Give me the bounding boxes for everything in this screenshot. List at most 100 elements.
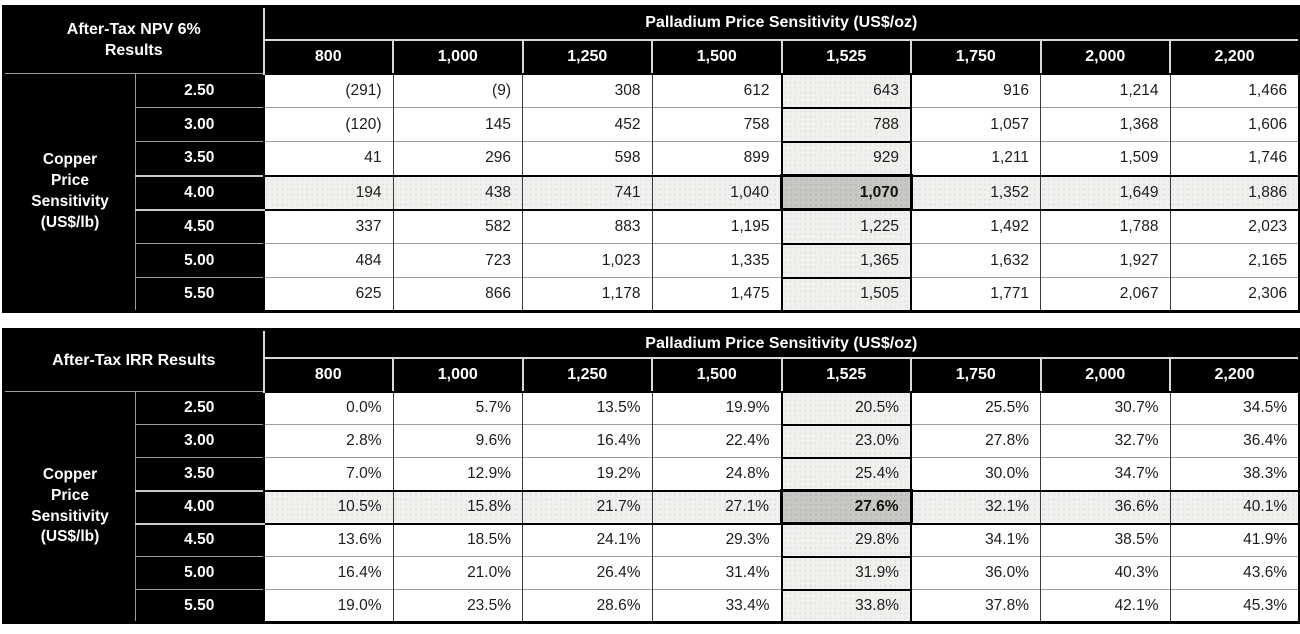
data-cell: 145 [392,107,523,142]
data-cell: 38.5% [1040,523,1171,557]
price-column-header-1500: 1,500 [651,39,782,75]
row-group-header: Copper Price Sensitivity (US$/lb) [3,73,136,312]
data-cell: 2,165 [1169,243,1300,278]
highlight-column-cell: 33.8% [780,588,913,624]
data-cell: (120) [262,107,393,142]
data-cell: (291) [262,73,393,108]
highlight-column-cell: 25.4% [780,456,913,492]
table-row: 4.50 337 582 883 1,195 1,225 1,492 1,788 2,023 [4,208,1300,245]
highlight-column-cell: 23.0% [780,423,913,459]
data-cell: 1,214 [1040,73,1170,108]
highlight-row-cell: 15.8% [392,489,523,525]
data-cell: 24.8% [651,457,782,491]
table-title-line: Results [104,41,163,59]
data-cell: 1,368 [1040,107,1170,142]
highlight-column-cell: 1,505 [780,276,912,313]
data-cell: 31.4% [651,556,782,590]
highlight-row-cell: 32.1% [910,489,1041,525]
data-cell: 13.5% [522,391,653,425]
data-cell: 16.4% [522,424,653,458]
highlight-row-cell: 40.1% [1169,489,1300,525]
table-row: 5.50 625 866 1,178 1,475 1,505 1,771 2,067 2,306 [4,276,1300,313]
row-value-label: 3.00 [135,107,264,142]
highlight-row-cell: 1,649 [1040,174,1170,211]
data-cell: 1,606 [1169,107,1300,142]
data-cell: 29.3% [651,523,782,557]
table-row: Copper Price Sensitivity (US$/lb) 2.50 0.0% 5.… [3,390,1300,623]
data-cell: 1,492 [910,209,1041,244]
data-cell: 899 [651,141,782,176]
data-cell: 43.6% [1169,556,1300,590]
price-column-header-1750: 1,750 [910,357,1041,393]
after-tax-npv-table: After-Tax NPV 6% Results Palladium Price S… [2,5,1300,313]
row-value-label: 4.50 [135,523,264,557]
intersection-cell: 27.6% [780,489,913,525]
data-cell: 42.1% [1040,589,1171,623]
data-cell: 2,023 [1169,209,1300,244]
data-cell: 0.0% [262,391,394,425]
data-cell: 25.5% [910,391,1041,425]
highlight-column-cell: 1,225 [780,208,912,245]
price-column-header-2200: 2,200 [1169,39,1300,75]
data-cell: 7.0% [262,457,394,491]
data-cell: 1,746 [1169,141,1300,176]
table-title-line: After-Tax NPV 6% [66,20,201,38]
highlight-column-cell: 929 [780,140,912,177]
highlight-row-cell: 741 [522,174,652,211]
data-cell: 296 [392,141,523,176]
data-cell: 612 [651,73,782,108]
price-column-header-2200: 2,200 [1169,357,1300,393]
highlight-column-cell: 1,365 [780,242,912,279]
data-cell: 32.7% [1040,424,1171,458]
row-group-header-line: (US$/lb) [40,213,100,231]
row-group-header: Copper Price Sensitivity (US$/lb) [3,391,136,623]
price-column-header-1750: 1,750 [910,39,1041,75]
data-cell: 36.4% [1169,424,1300,458]
data-cell: 484 [262,243,393,278]
highlight-column-cell: 788 [780,106,912,143]
data-cell: 24.1% [522,523,653,557]
table-title-line: After-Tax IRR Results [52,351,216,369]
data-cell: 1,475 [651,277,782,312]
row-value-label: 3.00 [135,424,264,458]
price-column-header-1000: 1,000 [392,357,523,393]
row-group-header-line: (US$/lb) [40,528,100,546]
data-cell: 34.7% [1040,457,1171,491]
data-cell: 41 [262,141,393,176]
row-group-header-line: Price [51,172,89,190]
data-cell: 40.3% [1040,556,1171,590]
data-cell: 1,771 [910,277,1041,312]
data-cell: 452 [522,107,652,142]
price-column-header-1000: 1,000 [392,39,523,75]
row-value-label: 5.50 [135,589,264,623]
data-cell: 34.1% [910,523,1041,557]
data-cell: 1,466 [1169,73,1300,108]
table-title-cell: After-Tax NPV 6% Results [3,6,265,74]
row-value-label: 5.00 [135,243,264,278]
price-column-header-1500: 1,500 [651,357,782,393]
data-cell: 19.2% [522,457,653,491]
row-group-header-line: Copper [42,151,98,169]
highlight-row-cell: 10.5% [262,489,394,525]
data-cell: 26.4% [522,556,653,590]
table-row: 3.50 41 296 598 899 929 1,211 1,509 1,746 [4,140,1300,177]
highlight-row-cell: 438 [392,174,523,211]
data-cell: 1,023 [522,243,652,278]
table-row: 5.50 19.0% 23.5% 28.6% 33.4% 33.8% 37.8% 42.1% 4… [4,588,1300,624]
data-cell: 19.9% [651,391,782,425]
row-value-label: 4.00 [135,174,264,211]
column-group-header: Palladium Price Sensitivity (US$/oz) [263,329,1300,359]
data-cell: 13.6% [262,523,394,557]
data-cell: 38.3% [1169,457,1300,491]
price-column-header-2000: 2,000 [1039,39,1170,75]
data-cell: 1,788 [1040,209,1170,244]
row-value-label: 3.50 [135,457,264,491]
table-row: 4.50 13.6% 18.5% 24.1% 29.3% 29.8% 34.1% 38.5% 4… [4,522,1300,558]
data-cell: 1,509 [1040,141,1170,176]
price-column-header-1525: 1,525 [780,357,912,393]
data-cell: 866 [392,277,523,312]
data-cell: 28.6% [522,589,653,623]
data-cell: 1,632 [910,243,1041,278]
table-row: 4.00 194 438 741 1,040 1,070 1,352 1,649 1,886 [4,174,1300,211]
